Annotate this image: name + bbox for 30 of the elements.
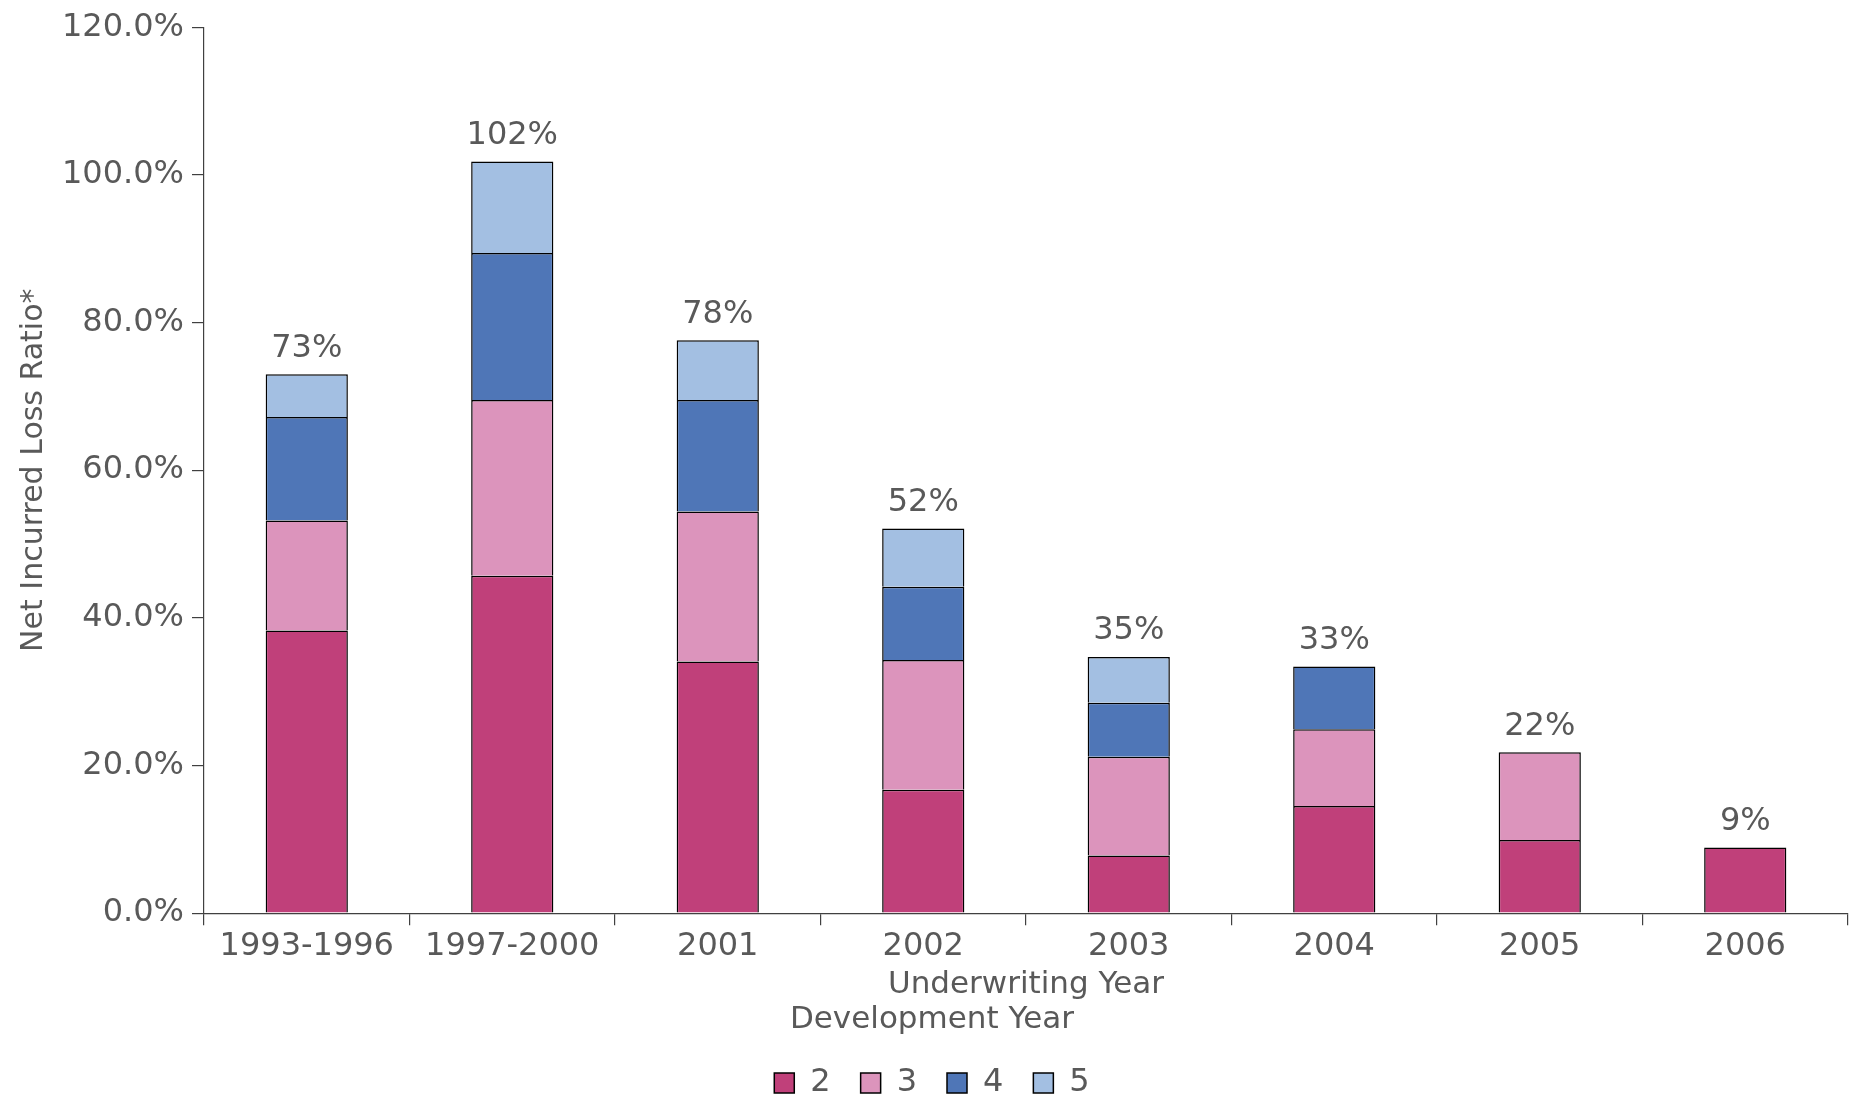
- y-tick-label: 20.0%: [82, 743, 185, 782]
- y-axis-title: Net Incurred Loss Ratio*: [13, 288, 49, 652]
- x-tick-label: 2003: [1088, 925, 1170, 964]
- x-tick-label: 2002: [882, 925, 964, 964]
- total-label: 9%: [1719, 799, 1771, 838]
- total-label: 73%: [271, 326, 343, 365]
- x-tick-label: 2005: [1499, 925, 1581, 964]
- x-tick-label: 2004: [1293, 925, 1375, 964]
- x-tick-label: 2006: [1704, 925, 1786, 964]
- y-tick-label: 100.0%: [62, 153, 185, 192]
- legend-label: 3: [896, 1061, 917, 1100]
- legend-label: 4: [983, 1061, 1004, 1100]
- y-tick-label: 120.0%: [62, 5, 185, 44]
- total-label: 52%: [887, 480, 959, 519]
- y-tick-label: 0.0%: [102, 891, 185, 930]
- x-axis-title: Underwriting Year: [887, 964, 1165, 1001]
- y-tick-label: 80.0%: [82, 300, 185, 339]
- total-label: 35%: [1093, 609, 1165, 648]
- total-label: 22%: [1504, 704, 1576, 743]
- x-tick-label: 1993-1996: [219, 925, 394, 964]
- x-tick-label: 1997-2000: [425, 925, 600, 964]
- y-tick-label: 40.0%: [82, 596, 185, 635]
- total-label: 33%: [1298, 618, 1370, 657]
- total-label: 102%: [466, 113, 558, 152]
- total-label: 78%: [682, 292, 754, 331]
- legend-label: 2: [810, 1061, 831, 1100]
- legend-label: 5: [1069, 1061, 1090, 1100]
- x-tick-label: 2001: [677, 925, 759, 964]
- legend-title: Development Year: [789, 999, 1075, 1035]
- y-tick-label: 60.0%: [82, 448, 185, 487]
